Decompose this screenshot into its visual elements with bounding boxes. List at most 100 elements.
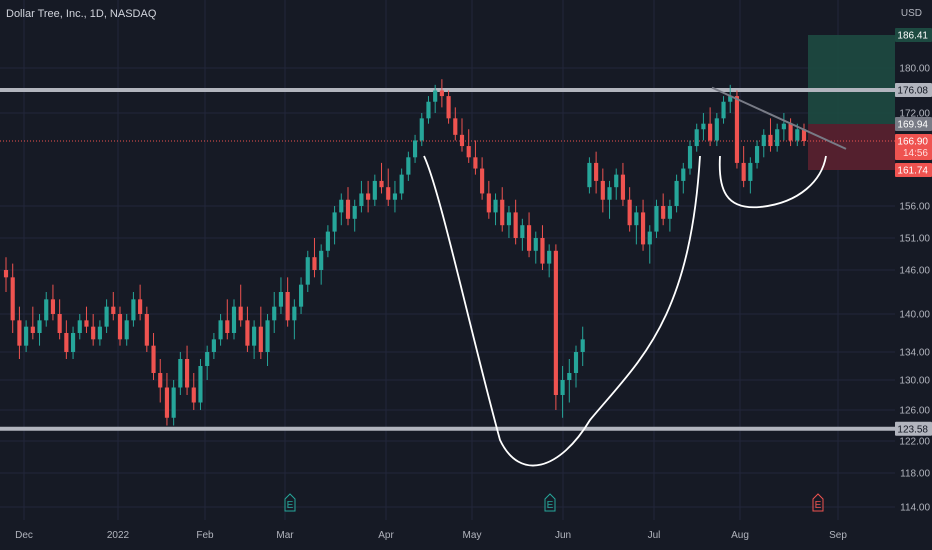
candle-body [84, 320, 89, 327]
candle-body [345, 199, 351, 219]
candle-body [30, 326, 35, 333]
resistance-badge[interactable] [895, 83, 932, 97]
candle-body [567, 373, 572, 380]
candle-body [305, 257, 310, 285]
candle-body [687, 146, 693, 169]
candle-body [205, 352, 210, 366]
candle-body [211, 339, 216, 352]
candle-body [198, 366, 203, 403]
candle-body [231, 306, 237, 333]
time-tick-label: Aug [731, 530, 749, 541]
candle-body [386, 187, 391, 200]
candle-body [124, 320, 129, 340]
candle-body [580, 339, 585, 352]
earnings-marker[interactable] [812, 493, 824, 512]
candle-body [70, 333, 76, 352]
candle-body [272, 306, 277, 321]
chart-title: Dollar Tree, Inc., 1D, NASDAQ [6, 8, 157, 20]
stop-zone [808, 124, 895, 170]
candle-body [91, 326, 96, 340]
candle-body [184, 359, 190, 388]
time-tick-label: 2022 [107, 530, 130, 541]
candle-body [761, 134, 766, 147]
candle-body [238, 306, 243, 321]
candle-body [298, 284, 304, 307]
candle-body [292, 306, 297, 321]
horizontal-levels[interactable] [0, 88, 895, 431]
earnings-marker-label: E [547, 500, 554, 511]
candle-body [339, 199, 344, 213]
price-tick-label: 140.00 [899, 310, 930, 321]
earnings-marker[interactable] [544, 493, 556, 512]
candle-body [379, 180, 384, 188]
price-tick-label: 114.00 [900, 503, 930, 514]
last-badge[interactable] [895, 134, 932, 160]
target-badge[interactable] [895, 28, 932, 42]
drawings[interactable] [423, 86, 847, 467]
grid-lines [0, 0, 895, 520]
resistance-badge-label: 176.08 [897, 86, 928, 97]
candle-body [506, 212, 512, 226]
candle-body [661, 206, 666, 219]
candle-body [77, 320, 82, 333]
candle-body [24, 326, 29, 346]
earnings-marker[interactable] [284, 493, 296, 512]
candle-body [332, 212, 337, 232]
entry-badge[interactable] [895, 117, 932, 131]
price-tick-label: 130.00 [899, 376, 930, 387]
position-zones [0, 35, 895, 170]
trendline[interactable] [711, 86, 847, 150]
cup-drawing[interactable] [423, 155, 701, 467]
time-tick-label: Apr [378, 530, 394, 541]
stop-badge[interactable] [895, 163, 932, 177]
price-tick-label: 134.00 [899, 348, 930, 359]
candle-body [285, 292, 290, 321]
candle-body [10, 277, 15, 321]
currency-label[interactable]: USD [900, 8, 922, 19]
candle-body [594, 162, 599, 181]
candle-body [533, 238, 538, 251]
countdown-label: 14:56 [903, 148, 928, 159]
handle-drawing[interactable] [718, 155, 827, 209]
candle-body [520, 225, 525, 238]
candle-body [366, 193, 371, 200]
price-tick-label: 126.00 [899, 406, 930, 417]
candle-body [681, 168, 686, 181]
candle-body [728, 96, 733, 102]
candle-body [547, 250, 552, 264]
candle-body [44, 299, 49, 321]
candle-body [218, 320, 223, 340]
candle-body [500, 199, 505, 226]
candle-body [265, 320, 270, 352]
price-tick-label: 156.00 [899, 202, 930, 213]
candle-body [788, 123, 793, 141]
candle-body [252, 326, 257, 346]
candle-body [627, 199, 632, 226]
candle-body [453, 118, 458, 135]
price-axis[interactable]: 114.00 118.00 122.00 126.00 130.00 134.00 140.… [895, 0, 932, 550]
time-tick-label: Sep [829, 530, 847, 541]
price-tick-label: 146.00 [899, 266, 930, 277]
candle-body [446, 96, 451, 119]
candle-body [486, 193, 491, 213]
candle-body [3, 270, 9, 278]
candle-body [620, 174, 626, 200]
candle-body [640, 212, 646, 245]
support-badge[interactable] [895, 421, 932, 436]
time-axis[interactable]: Dec 2022 Feb Mar Apr May Jun Jul Aug Sep [15, 530, 847, 541]
candle-body [164, 387, 170, 418]
price-tick-label: 122.00 [899, 437, 930, 448]
candle-body [526, 225, 532, 251]
earnings-marker-label: E [815, 500, 822, 511]
candle-body [768, 134, 773, 147]
time-tick-label: Mar [276, 530, 294, 541]
candle-body [171, 387, 176, 418]
candle-body [540, 238, 545, 264]
candle-body [104, 306, 109, 327]
entry-badge-label: 169.94 [897, 120, 928, 131]
candle-body [117, 314, 123, 340]
candle-body [573, 352, 579, 373]
